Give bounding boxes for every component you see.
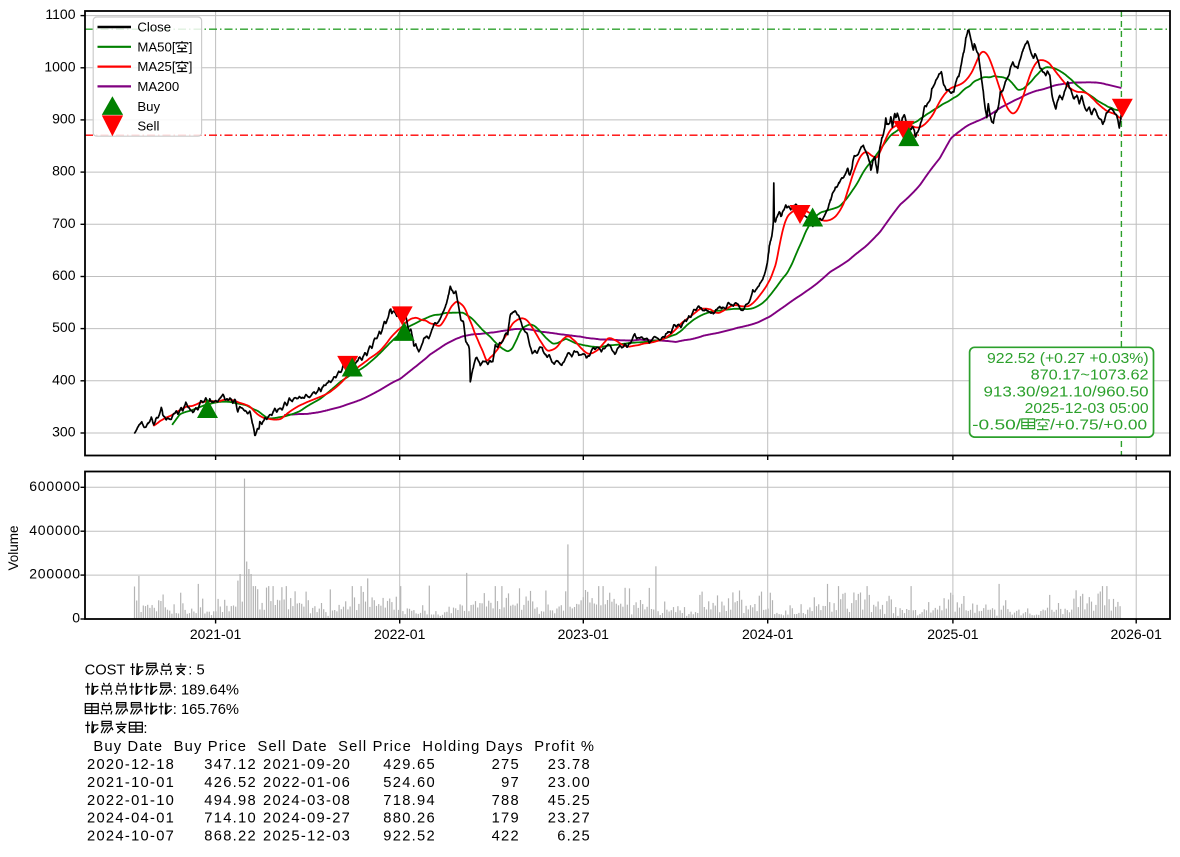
svg-text:300: 300 xyxy=(52,424,76,440)
svg-text:426.52: 426.52 xyxy=(204,775,257,791)
svg-text:: 5: : 5 xyxy=(188,663,204,679)
svg-text:600: 600 xyxy=(52,267,76,283)
svg-text:788: 788 xyxy=(492,793,520,809)
svg-text:1100: 1100 xyxy=(45,6,75,22)
svg-text:2025-12-03: 2025-12-03 xyxy=(263,828,351,844)
svg-text:23.00: 23.00 xyxy=(548,775,591,791)
svg-text:]: ] xyxy=(189,39,193,54)
svg-text:494.98: 494.98 xyxy=(204,793,257,809)
svg-text:2021-09-20: 2021-09-20 xyxy=(263,757,351,773)
svg-text:: 165.76%: : 165.76% xyxy=(173,702,239,718)
svg-text:868.22: 868.22 xyxy=(204,828,257,844)
svg-text:2022-01-06: 2022-01-06 xyxy=(263,775,351,791)
svg-text:2022-01-10: 2022-01-10 xyxy=(87,793,175,809)
svg-text:2020-12-18: 2020-12-18 xyxy=(87,757,175,773)
svg-text:23.27: 23.27 xyxy=(548,811,591,827)
svg-text:2024-04-01: 2024-04-01 xyxy=(87,811,175,827)
svg-text:347.12: 347.12 xyxy=(204,757,257,773)
svg-text:500: 500 xyxy=(52,319,76,335)
svg-text:400: 400 xyxy=(52,371,76,387)
svg-text:700: 700 xyxy=(52,215,76,231)
svg-text:900: 900 xyxy=(52,111,76,127)
svg-text:: 189.64%: : 189.64% xyxy=(173,682,239,698)
svg-text:880.26: 880.26 xyxy=(383,811,436,827)
svg-text:Buy: Buy xyxy=(137,99,160,114)
svg-text:2021-10-01: 2021-10-01 xyxy=(87,775,175,791)
svg-text:922.52 (+0.27 +0.03%): 922.52 (+0.27 +0.03%) xyxy=(987,351,1149,367)
svg-text:429.65: 429.65 xyxy=(383,757,436,773)
svg-text:1000: 1000 xyxy=(44,58,75,74)
svg-text:Sell: Sell xyxy=(137,119,159,134)
svg-text:714.10: 714.10 xyxy=(204,811,257,827)
svg-text:2024-09-27: 2024-09-27 xyxy=(263,811,351,827)
svg-text:2024-03-08: 2024-03-08 xyxy=(263,793,351,809)
svg-text:2025-01: 2025-01 xyxy=(927,626,979,642)
svg-text:870.17~1073.62: 870.17~1073.62 xyxy=(1031,367,1149,383)
svg-text:MA50[: MA50[ xyxy=(137,39,175,54)
svg-text:922.52: 922.52 xyxy=(383,828,436,844)
svg-text:]: ] xyxy=(189,59,193,74)
svg-text:422: 422 xyxy=(492,828,520,844)
svg-text::: : xyxy=(143,721,147,737)
svg-text:23.78: 23.78 xyxy=(548,757,591,773)
svg-text:45.25: 45.25 xyxy=(548,793,591,809)
svg-text:2024-10-07: 2024-10-07 xyxy=(87,828,175,844)
svg-text:2024-01: 2024-01 xyxy=(742,626,794,642)
svg-text:2023-01: 2023-01 xyxy=(558,626,610,642)
svg-text:179: 179 xyxy=(492,811,520,827)
svg-text:2025-12-03 05:00: 2025-12-03 05:00 xyxy=(1025,401,1149,417)
svg-text:524.60: 524.60 xyxy=(383,775,436,791)
svg-text:913.30/921.10/960.50: 913.30/921.10/960.50 xyxy=(984,384,1149,400)
svg-text:200000: 200000 xyxy=(29,566,80,582)
svg-text:-0.50/: -0.50/ xyxy=(972,417,1022,433)
svg-text:/+0.75/+0.00: /+0.75/+0.00 xyxy=(1050,417,1147,433)
svg-text:97: 97 xyxy=(501,775,520,791)
svg-text:MA25[: MA25[ xyxy=(137,59,175,74)
svg-text:0: 0 xyxy=(72,610,80,626)
svg-text:2026-01: 2026-01 xyxy=(1111,626,1163,642)
svg-text:400000: 400000 xyxy=(29,522,80,538)
svg-text:2022-01: 2022-01 xyxy=(374,626,426,642)
svg-text:Volume: Volume xyxy=(6,525,21,570)
svg-text:MA200: MA200 xyxy=(137,79,179,94)
svg-text:275: 275 xyxy=(492,757,520,773)
svg-text:COST: COST xyxy=(85,663,130,679)
svg-text:600000: 600000 xyxy=(29,478,80,494)
svg-text:2021-01: 2021-01 xyxy=(190,626,242,642)
svg-text:800: 800 xyxy=(52,163,76,179)
svg-text:6.25: 6.25 xyxy=(557,828,591,844)
svg-text:718.94: 718.94 xyxy=(383,793,436,809)
svg-text:Close: Close xyxy=(137,20,171,35)
svg-text:Buy Date Buy Price Sell Date: Buy Date Buy Price Sell Date Sell Price … xyxy=(93,739,595,755)
